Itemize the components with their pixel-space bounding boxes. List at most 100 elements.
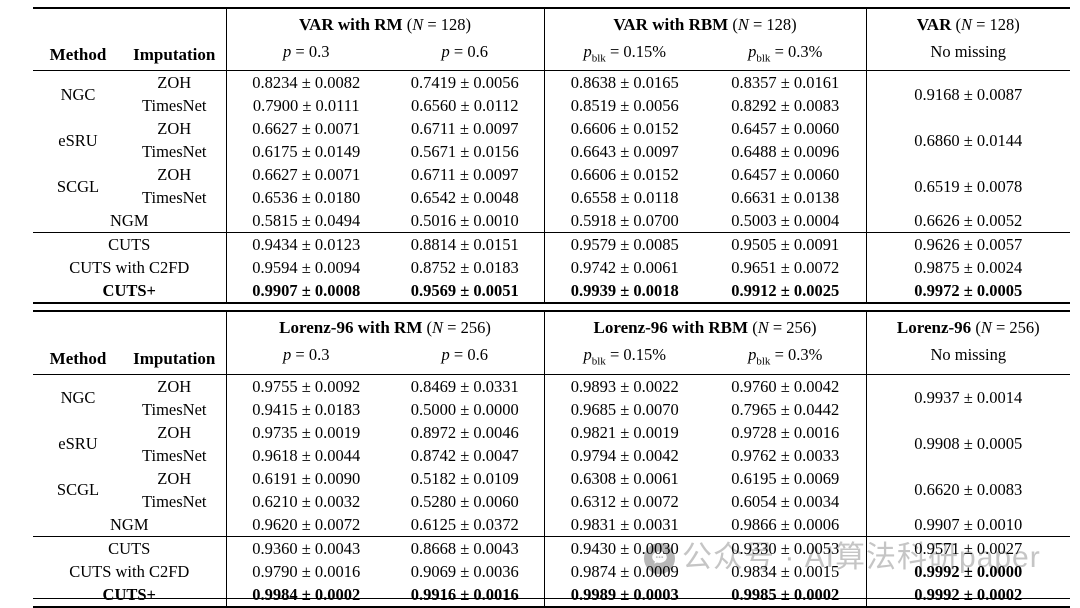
subheader-value: = 0.6 <box>449 345 488 365</box>
paren-open: ( <box>732 15 738 34</box>
p-symbol: p <box>283 345 292 365</box>
no-missing-cell: 0.9937 ± 0.0014 <box>865 374 1071 421</box>
results-table-1: Method Imputation VAR with RM (N = 128) VAR… <box>33 7 1070 305</box>
imputation-label: ZOH <box>157 119 192 139</box>
no-missing-cell: 0.6519 ± 0.0078 <box>865 163 1070 210</box>
metric-cell: 0.9821 ± 0.0019 <box>543 420 705 444</box>
method-label: NGC <box>60 84 96 104</box>
column-subheader-no-missing: No missing <box>865 40 1070 71</box>
metric-cell: 0.9834 ± 0.0015 <box>731 561 840 581</box>
metric-cell: 0.7419 ± 0.0056 <box>410 73 519 93</box>
metric-cell: 0.9907 ± 0.0008 <box>225 279 386 304</box>
metric-cell: 0.9972 ± 0.0005 <box>865 279 1070 304</box>
group-title-bold: Lorenz-96 with RM <box>279 318 423 338</box>
table-row: TimesNet 0.6175 ± 0.0149 0.5671 ± 0.0156 0.… <box>33 140 1070 164</box>
cuts-label: CUTS with C2FD <box>69 561 190 581</box>
n-symbol: N <box>980 318 992 338</box>
metric-cell: 0.6560 ± 0.0112 <box>411 96 519 116</box>
n-value: = 128) <box>423 15 472 34</box>
metric-cell: 0.9939 ± 0.0018 <box>543 279 705 304</box>
metric-cell: 0.6195 ± 0.0069 <box>731 468 840 488</box>
metric-cell: 0.9794 ± 0.0042 <box>543 443 705 467</box>
table-row: TimesNet 0.6210 ± 0.0032 0.5280 ± 0.0060 0.… <box>33 489 1070 513</box>
metric-cell: 0.9505 ± 0.0091 <box>731 235 840 255</box>
methods-section: NGC ZOH 0.8234 ± 0.0082 0.7419 ± 0.0056 0.86… <box>33 70 1070 233</box>
subheader-value: = 0.3% <box>770 345 823 365</box>
p-symbol: p <box>748 42 757 61</box>
metric-cell: 0.5016 ± 0.0010 <box>410 211 519 231</box>
metric-cell: 0.5918 ± 0.0700 <box>543 209 705 233</box>
n-symbol: N <box>960 15 972 34</box>
figure-bottom-rule <box>33 598 1070 599</box>
metric-cell: 0.9620 ± 0.0072 <box>225 512 386 537</box>
column-header-imputation: Imputation <box>133 45 216 65</box>
column-subheader: p = 0.3 <box>225 343 386 375</box>
table-row: TimesNet 0.7900 ± 0.0111 0.6560 ± 0.0112 0.… <box>33 94 1070 118</box>
metric-cell: 0.6542 ± 0.0048 <box>410 188 519 208</box>
table-row: TimesNet 0.9415 ± 0.0183 0.5000 ± 0.0000 0.… <box>33 397 1070 421</box>
methods-section: NGC ZOH 0.9755 ± 0.0092 0.8469 ± 0.0331 0.98… <box>33 374 1071 537</box>
column-subheader: pblk = 0.15% <box>543 343 705 375</box>
metric-cell: 0.9831 ± 0.0031 <box>543 512 705 537</box>
metric-cell: 0.9579 ± 0.0085 <box>543 232 705 257</box>
header-group-row: Method Imputation VAR with RM (N = 128) VAR… <box>33 8 1070 64</box>
subheader-value: = 0.3% <box>770 42 823 61</box>
subheader-value: = 0.3 <box>291 42 330 61</box>
table-row: NGC ZOH 0.8234 ± 0.0082 0.7419 ± 0.0056 0.86… <box>33 70 1070 118</box>
table-row: CUTS 0.9360 ± 0.0043 0.8668 ± 0.0043 0.9430… <box>33 536 1071 560</box>
metric-cell: 0.9430 ± 0.0030 <box>543 536 705 560</box>
metric-cell: 0.6536 ± 0.0180 <box>225 186 386 210</box>
metric-cell: 0.6711 ± 0.0097 <box>411 119 519 139</box>
metric-cell: 0.8638 ± 0.0165 <box>543 70 705 95</box>
cuts-section: CUTS 0.9360 ± 0.0043 0.8668 ± 0.0043 0.9430… <box>33 536 1071 607</box>
metric-cell: 0.6606 ± 0.0152 <box>543 117 705 141</box>
metric-cell: 0.9866 ± 0.0006 <box>731 514 840 534</box>
metric-cell: 0.5000 ± 0.0000 <box>410 399 519 419</box>
metric-cell: 0.6457 ± 0.0060 <box>731 119 840 139</box>
metric-cell: 0.9742 ± 0.0061 <box>543 256 705 280</box>
metric-cell: 0.9790 ± 0.0016 <box>225 559 386 583</box>
column-header-method: Method <box>49 348 107 368</box>
column-subheader: pblk = 0.3% <box>705 40 866 71</box>
cuts-section: CUTS 0.9434 ± 0.0123 0.8814 ± 0.0151 0.9579… <box>33 232 1070 304</box>
metric-cell: 0.9571 ± 0.0027 <box>865 536 1071 560</box>
subheader-value: = 0.15% <box>605 42 666 61</box>
imputation-label: ZOH <box>157 422 192 442</box>
table-row: NGM 0.9620 ± 0.0072 0.6125 ± 0.0372 0.9831 … <box>33 512 1071 537</box>
metric-cell: 0.6631 ± 0.0138 <box>731 188 840 208</box>
metric-cell: 0.9762 ± 0.0033 <box>731 445 840 465</box>
metric-cell: 0.8469 ± 0.0331 <box>410 376 519 396</box>
results-tables: Method Imputation VAR with RM (N = 128) VAR… <box>33 7 1071 608</box>
column-group-header: VAR with RM (N = 128) <box>225 8 544 40</box>
table-header: Method Imputation VAR with RM (N = 128) VAR… <box>33 8 1070 71</box>
n-symbol: N <box>757 318 769 338</box>
group-title-bold: VAR with RM <box>298 15 403 34</box>
table-row: TimesNet 0.9618 ± 0.0044 0.8742 ± 0.0047 0.… <box>33 443 1070 467</box>
column-subheader-no-missing: No missing <box>865 343 1071 375</box>
n-value: = 128) <box>971 15 1020 34</box>
n-value: = 128) <box>748 15 797 34</box>
column-header-method: Method <box>49 45 107 65</box>
p-symbol: p <box>441 42 450 61</box>
subheader-value: = 0.15% <box>605 345 666 365</box>
p-symbol: p <box>583 42 592 61</box>
metric-cell: 0.6175 ± 0.0149 <box>225 140 386 164</box>
metric-cell: 0.6627 ± 0.0071 <box>225 163 386 187</box>
column-group-header: Lorenz-96 (N = 256) <box>865 311 1071 344</box>
metric-cell: 0.9755 ± 0.0092 <box>225 374 386 398</box>
paren-open: ( <box>975 318 981 338</box>
table-row: eSRU ZOH 0.9735 ± 0.0019 0.8972 ± 0.0046 0.9… <box>33 420 1071 467</box>
metric-cell: 0.9360 ± 0.0043 <box>225 536 386 560</box>
no-missing-cell: 0.6860 ± 0.0144 <box>865 117 1070 164</box>
imputation-label: TimesNet <box>142 142 207 162</box>
header-sub-row: p = 0.3 p = 0.6 pblk = 0.15% pblk = 0.3% No … <box>33 40 1070 71</box>
no-missing-cell: 0.6626 ± 0.0052 <box>865 209 1070 233</box>
column-group-header: VAR with RBM (N = 128) <box>543 8 866 40</box>
imputation-label: TimesNet <box>142 491 207 511</box>
p-symbol: p <box>748 345 757 365</box>
metric-cell: 0.9992 ± 0.0000 <box>865 559 1071 583</box>
column-subheader: p = 0.3 <box>225 40 386 71</box>
method-label: NGC <box>60 388 96 408</box>
metric-cell: 0.9651 ± 0.0072 <box>731 258 840 278</box>
